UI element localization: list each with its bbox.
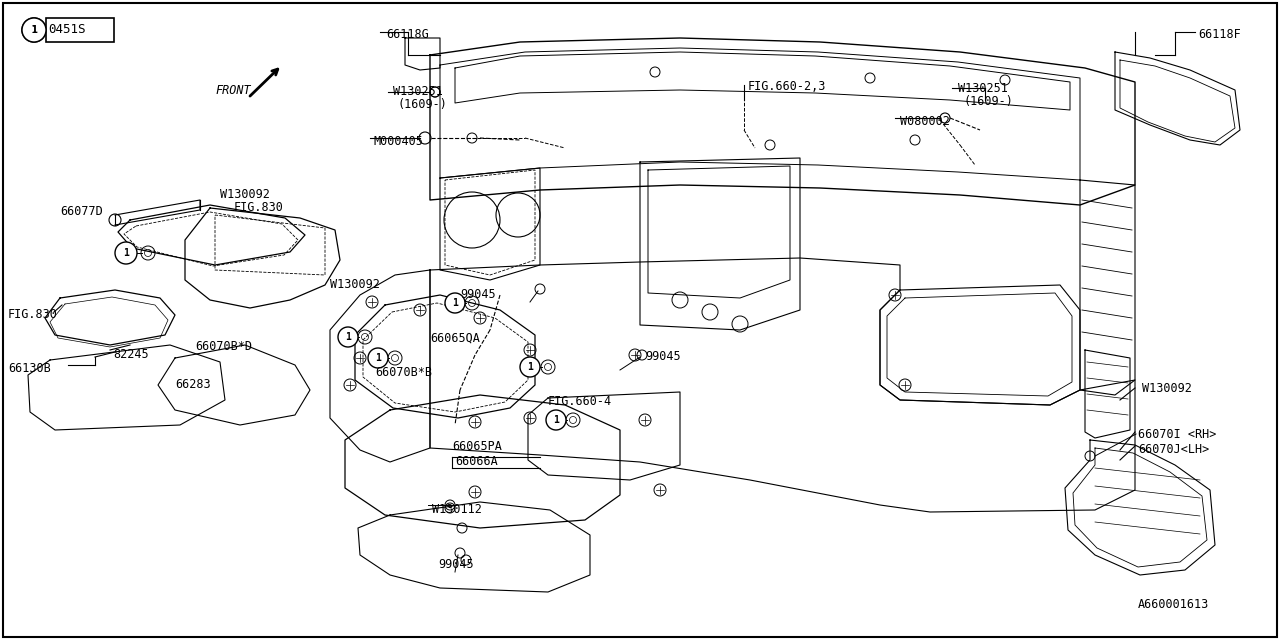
Text: 66070B*B: 66070B*B [375, 366, 433, 379]
Text: 1: 1 [375, 353, 381, 363]
Text: 99045: 99045 [460, 288, 495, 301]
Circle shape [115, 242, 137, 264]
Bar [46, 18, 114, 42]
Text: 66130B: 66130B [8, 362, 51, 375]
Text: W130251: W130251 [393, 85, 443, 98]
Text: W130112: W130112 [433, 503, 481, 516]
Text: 1: 1 [31, 25, 37, 35]
Text: 66118G: 66118G [387, 28, 429, 41]
Text: 99045: 99045 [438, 558, 474, 571]
Text: W130251: W130251 [957, 82, 1007, 95]
Text: W080002: W080002 [900, 115, 950, 128]
Text: 82245: 82245 [113, 348, 148, 361]
Text: W130092: W130092 [220, 188, 270, 201]
Text: (1609-): (1609-) [963, 95, 1012, 108]
Text: FIG.660-4: FIG.660-4 [548, 395, 612, 408]
Text: A660001613: A660001613 [1138, 598, 1210, 611]
Text: W130092: W130092 [1142, 382, 1192, 395]
Text: 66065PA: 66065PA [452, 440, 502, 453]
Circle shape [547, 410, 566, 430]
Text: (1609-): (1609-) [398, 98, 448, 111]
Text: 66070I <RH>: 66070I <RH> [1138, 428, 1216, 441]
Text: 66065QA: 66065QA [430, 332, 480, 345]
Text: 1: 1 [553, 415, 559, 425]
Text: FIG.830: FIG.830 [234, 201, 284, 214]
Text: 66283: 66283 [175, 378, 211, 391]
Text: FIG.830: FIG.830 [8, 308, 58, 321]
Text: 1: 1 [452, 298, 458, 308]
Text: 66066A: 66066A [454, 455, 498, 468]
Circle shape [445, 293, 465, 313]
Text: 66070B*D: 66070B*D [195, 340, 252, 353]
Text: M000405: M000405 [374, 135, 424, 148]
Circle shape [520, 357, 540, 377]
Text: FRONT: FRONT [215, 83, 251, 97]
Text: 66118F: 66118F [1198, 28, 1240, 41]
Circle shape [369, 348, 388, 368]
Text: 66070J<LH>: 66070J<LH> [1138, 443, 1210, 456]
Text: 0451S: 0451S [49, 23, 86, 36]
Circle shape [338, 327, 358, 347]
Text: W130092: W130092 [330, 278, 380, 291]
Text: 1: 1 [123, 248, 129, 258]
Text: 66077D: 66077D [60, 205, 102, 218]
Text: 1: 1 [527, 362, 532, 372]
Text: 1: 1 [346, 332, 351, 342]
Text: FIG.660-2,3: FIG.660-2,3 [748, 80, 827, 93]
Text: 99045: 99045 [645, 350, 681, 363]
Text: 1: 1 [31, 25, 37, 35]
Circle shape [22, 18, 46, 42]
